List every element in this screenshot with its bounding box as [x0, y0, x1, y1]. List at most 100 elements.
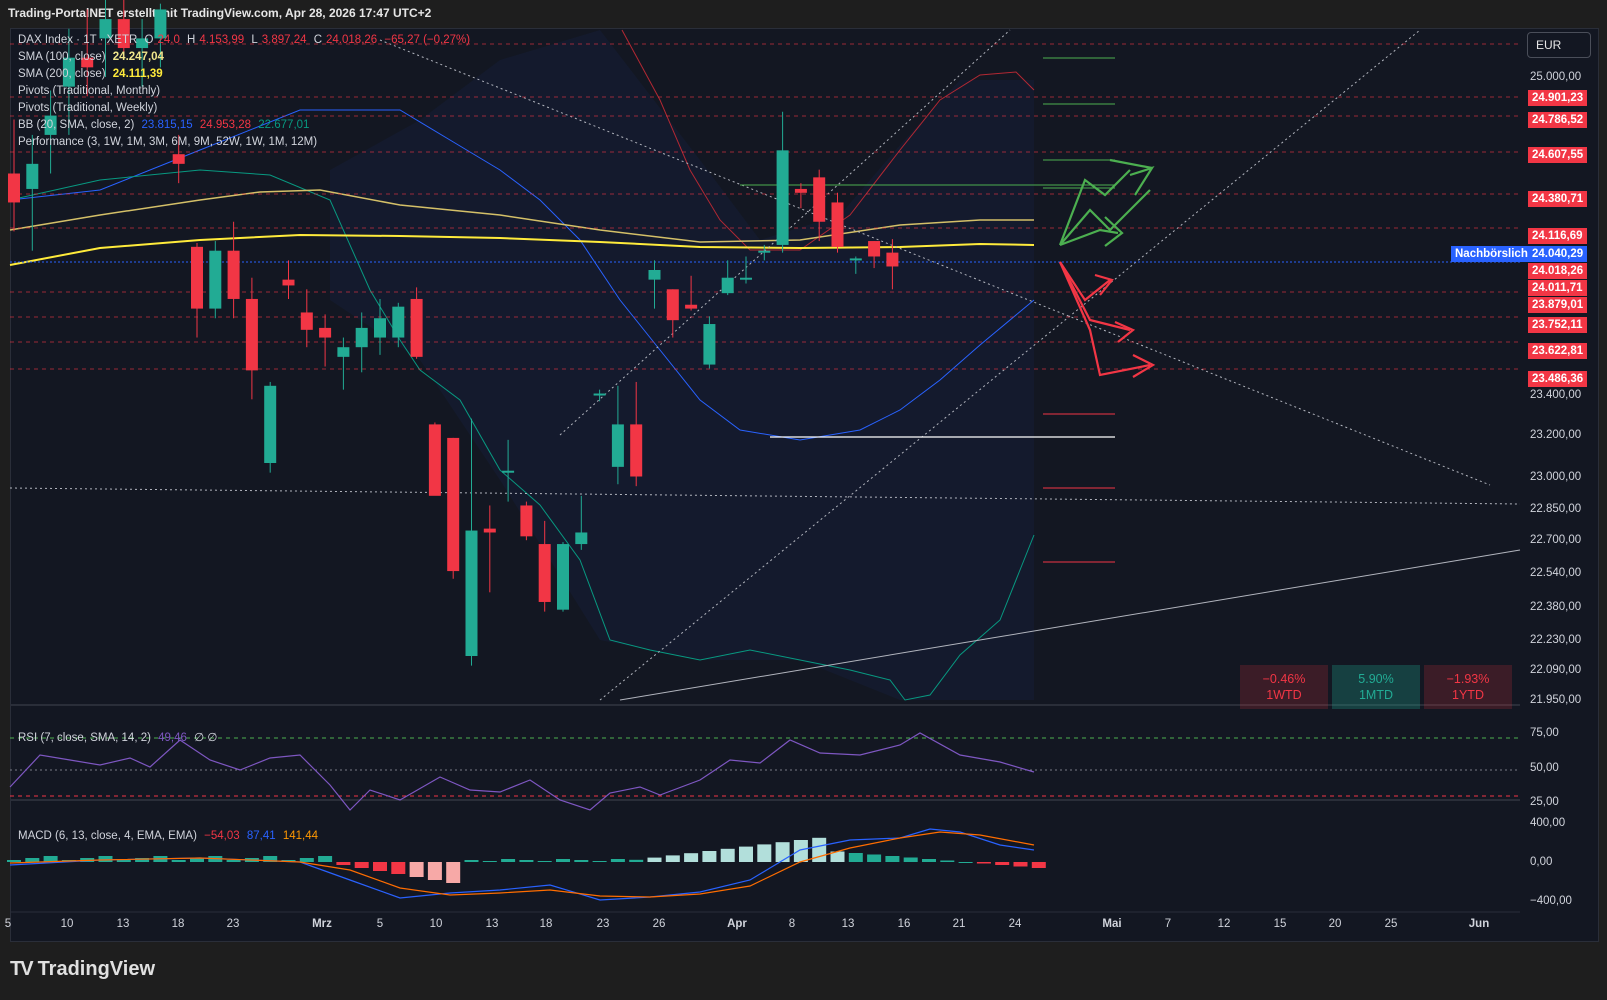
price-axis-label: 22.700,00: [1530, 534, 1582, 546]
macd-histogram-bar: [739, 846, 753, 862]
price-tag-pivot: 24.901,23: [1528, 90, 1588, 106]
time-axis-label: 18: [539, 918, 553, 930]
price-axis-label: 22.230,00: [1530, 634, 1582, 646]
trendline-up-upper: [559, 29, 1011, 436]
scenario-arrow-down: [1058, 261, 1151, 377]
candle-body: [886, 252, 899, 267]
legend-symbol[interactable]: DAX Index · 1T · XETR: [18, 34, 138, 46]
time-axis-label: Jun: [1468, 918, 1490, 930]
legend-macd-row[interactable]: MACD (6, 13, close, 4, EMA, EMA) −54,03 …: [18, 830, 322, 842]
scenario-arrow-down: [1059, 261, 1131, 332]
performance-label: 1MTD: [1358, 688, 1394, 702]
time-axis-label: Mai: [1102, 918, 1122, 930]
candle-body: [172, 154, 185, 164]
bollinger-upper-line: [621, 29, 1035, 251]
candle-body: [337, 347, 350, 357]
time-axis-label: 23: [226, 918, 240, 930]
legend-sma200-label: SMA (200, close): [18, 68, 106, 80]
time-axis-label: 25: [1384, 918, 1398, 930]
scenario-arrow-head: [1104, 216, 1124, 247]
price-tag-last: 24.018,26: [1528, 263, 1588, 279]
time-axis-label: 24: [1008, 918, 1022, 930]
candle-body: [374, 318, 386, 338]
macd-histogram-bar: [391, 862, 406, 874]
legend-performance[interactable]: Performance (3, 1W, 1M, 3M, 6M, 9M, 52W,…: [18, 136, 318, 148]
legend-open: 24.0: [157, 34, 180, 46]
time-axis-label: Apr: [727, 918, 747, 930]
macd-histogram-bar: [299, 858, 314, 862]
legend-low: 3.897,24: [261, 34, 307, 46]
time-axis-label: 15: [1273, 918, 1287, 930]
candle-body: [740, 277, 752, 280]
price-tag-pivot: 23.486,36: [1528, 371, 1588, 387]
macd-histogram-bar: [25, 858, 40, 862]
scenario-arrow-head: [1109, 158, 1153, 170]
macd-histogram-bar: [556, 859, 570, 862]
trendline-up-lower: [599, 29, 1421, 701]
time-axis-label: Mrz: [312, 918, 332, 930]
candle-body: [721, 277, 734, 294]
legend-pivot-monthly[interactable]: Pivots (Traditional, Monthly): [18, 85, 161, 97]
time-axis-label: 10: [60, 918, 74, 930]
time-axis-label: 26: [652, 918, 666, 930]
legend-sma100-value: 24.247,04: [112, 51, 164, 63]
performance-box-1wtd: −0.46% 1WTD: [1240, 665, 1328, 709]
price-axis-label: 22.850,00: [1530, 503, 1582, 515]
macd-histogram-bar: [885, 856, 900, 862]
price-tag-pivot: 23.622,81: [1528, 343, 1588, 359]
performance-label: 1WTD: [1266, 688, 1302, 702]
macd-line: [9, 828, 1035, 901]
legend-sma200-row[interactable]: SMA (200, close) 24.111,39: [18, 68, 167, 80]
candle-body: [99, 19, 112, 39]
legend-bb-row[interactable]: BB (20, SMA, close, 2) 23.815,15 24.953,…: [18, 119, 313, 131]
trendline-down: [379, 39, 1491, 486]
chart-frame[interactable]: [10, 28, 1599, 942]
price-tag-after-hours: 24.040,29: [1528, 246, 1588, 262]
macd-histogram-bar: [409, 862, 424, 877]
price-tag-pivot: 23.752,11: [1528, 317, 1587, 333]
price-tag-pivot: 23.879,01: [1528, 297, 1588, 313]
macd-histogram-bar: [720, 848, 735, 862]
macd-histogram-bar: [318, 856, 333, 862]
candle-body: [319, 327, 332, 338]
legend-bb-label: BB (20, SMA, close, 2): [18, 119, 135, 131]
legend-macd-label: MACD (6, 13, close, 4, EMA, EMA): [18, 830, 197, 842]
horizontal-dotted-line: [9, 487, 1521, 505]
candle-body: [227, 250, 240, 299]
macd-histogram-bar: [958, 862, 973, 863]
currency-selector[interactable]: EUR: [1527, 32, 1591, 58]
macd-histogram-bar: [427, 862, 442, 880]
macd-signal-line: [9, 831, 1035, 898]
legend-rsi-extra: ∅ ∅: [194, 732, 218, 744]
macd-histogram-bar: [940, 860, 955, 862]
candle-body: [685, 304, 698, 309]
macd-histogram-bar: [43, 856, 58, 862]
macd-histogram-bar: [867, 854, 882, 862]
macd-histogram-bar: [647, 857, 662, 862]
candle-body: [264, 385, 277, 463]
candle-body: [26, 163, 39, 189]
legend-rsi-row[interactable]: RSI (7, close, SMA, 14, 2) 49,46 ∅ ∅: [18, 730, 221, 744]
macd-histogram-bar: [226, 860, 241, 862]
candle-body: [557, 544, 569, 610]
price-axis-label: 23.000,00: [1530, 471, 1582, 483]
macd-histogram-bar: [336, 862, 351, 865]
legend-pivot-weekly[interactable]: Pivots (Traditional, Weekly): [18, 102, 158, 114]
price-axis-label: 23.200,00: [1530, 429, 1582, 441]
legend-c-label: C: [313, 34, 323, 46]
sma200-line: [9, 233, 1035, 266]
macd-histogram-bar: [116, 860, 131, 862]
legend-sma100-row[interactable]: SMA (100, close) 24.247,04: [18, 51, 168, 63]
candle-body: [245, 298, 258, 371]
price-axis-label: 22.090,00: [1530, 664, 1582, 676]
macd-histogram-bar: [354, 862, 369, 868]
time-axis-label: 20: [1328, 918, 1342, 930]
candle-body: [630, 424, 643, 477]
after-hours-label: Nachbörslich: [1451, 246, 1532, 262]
price-tag-pivot: 24.380,71: [1528, 191, 1588, 207]
candle-body: [758, 250, 771, 253]
legend-bb-upper: 24.953,28: [199, 119, 252, 131]
candle-body: [282, 279, 295, 286]
candle-body: [648, 270, 661, 280]
